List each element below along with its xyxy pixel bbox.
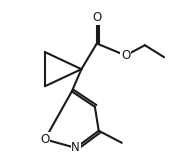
- Text: O: O: [40, 133, 49, 146]
- Text: O: O: [121, 49, 130, 62]
- Text: O: O: [92, 11, 101, 24]
- Text: N: N: [71, 141, 80, 154]
